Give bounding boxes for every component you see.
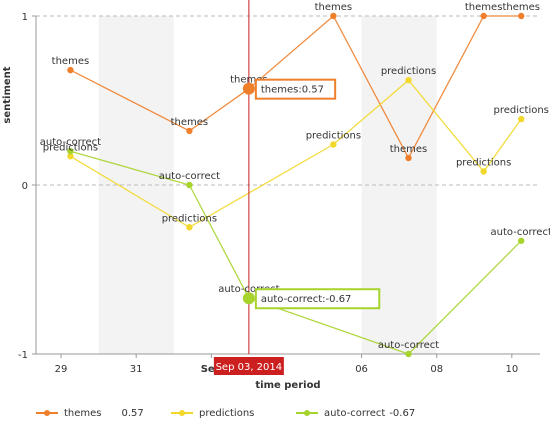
themes-point[interactable]	[330, 12, 337, 20]
predictions-point[interactable]	[330, 141, 337, 148]
themes-point-label: themes	[315, 2, 353, 13]
predictions-point[interactable]	[186, 224, 193, 231]
predictions-point-label: predictions	[43, 142, 98, 153]
x-tick-label: 31	[130, 364, 143, 375]
legend-value: 0.57	[121, 407, 144, 419]
auto_correct-point[interactable]	[67, 148, 74, 155]
predictions-point[interactable]	[67, 153, 74, 160]
themes-point[interactable]	[480, 12, 487, 20]
themes-tooltip-box	[254, 78, 337, 100]
data-points[interactable]	[67, 12, 525, 358]
auto_correct-tooltip-box	[254, 288, 381, 310]
y-tick-label: 1	[22, 12, 28, 23]
grid-lines	[36, 15, 540, 186]
auto_correct-point-label: auto-correct	[491, 227, 550, 238]
predictions-point-label: predictions	[306, 130, 361, 141]
auto_correct-point[interactable]	[242, 292, 255, 305]
auto_correct-point-label: auto-correct	[218, 284, 279, 295]
auto_correct-point-label: auto-correct	[40, 137, 101, 148]
legend-item-auto_correct[interactable]: auto-correct -0.67	[296, 408, 496, 419]
crosshair-date-label: Sep 03, 2014	[216, 362, 283, 373]
x-tick-label: 10	[505, 364, 518, 375]
legend-label: predictions	[199, 407, 255, 419]
legend: themes 0.57 predictions auto-correct -0.67	[36, 405, 496, 421]
auto_correct-point[interactable]	[518, 237, 525, 244]
predictions-point[interactable]	[405, 77, 412, 84]
auto_correct-point-label: auto-correct	[378, 340, 439, 351]
themes-point-label: themes	[52, 56, 90, 67]
tooltips: themes:0.57 auto-correct:-0.67	[254, 78, 381, 310]
predictions-point-label: predictions	[456, 157, 511, 168]
legend-value: -0.67	[389, 407, 416, 419]
x-axis-title: time period	[255, 380, 320, 391]
predictions-series-line	[70, 79, 522, 229]
themes-point-label: themes	[465, 2, 503, 13]
predictions-point-label: predictions	[494, 105, 549, 116]
x-tick-label: 06	[355, 364, 368, 375]
x-tick-label: 29	[55, 364, 68, 375]
legend-swatch	[36, 408, 58, 418]
predictions-point-label: predictions	[162, 213, 217, 224]
themes-point-label: themes	[390, 144, 428, 155]
themes-point[interactable]	[242, 82, 255, 95]
themes-point-label: themes	[230, 75, 268, 86]
predictions-point-label: predictions	[381, 66, 436, 77]
legend-item-predictions[interactable]: predictions	[171, 408, 296, 419]
legend-swatch	[296, 408, 318, 418]
auto_correct-tooltip-text: auto-correct:-0.67	[261, 294, 352, 305]
x-tick-label: Sep	[201, 364, 222, 375]
legend-label: auto-correct	[324, 407, 386, 419]
predictions-point[interactable]	[518, 115, 525, 123]
y-tick-label: 0	[22, 181, 28, 192]
auto_correct-point-label: auto-correct	[159, 171, 220, 182]
themes-point[interactable]	[518, 12, 525, 20]
themes-point-label: themes	[171, 117, 209, 128]
crosshair-date-box	[213, 357, 284, 375]
y-axis-title: sentiment	[2, 66, 13, 123]
crosshair: Sep 03, 2014	[213, 0, 284, 375]
legend-item-themes[interactable]: themes 0.57	[36, 408, 171, 419]
themes-tooltip-text: themes:0.57	[261, 85, 324, 96]
themes-point-label: themes	[502, 2, 540, 13]
legend-label: themes	[64, 407, 102, 419]
auto_correct-point[interactable]	[186, 181, 193, 189]
themes-point[interactable]	[405, 154, 412, 162]
legend-swatch	[171, 408, 193, 418]
auto_correct-point[interactable]	[405, 350, 412, 358]
themes-point[interactable]	[67, 66, 74, 74]
x-tick-label: 08	[430, 364, 443, 375]
y-tick-label: -1	[18, 350, 28, 361]
themes-point[interactable]	[186, 127, 193, 135]
predictions-point[interactable]	[480, 168, 487, 175]
